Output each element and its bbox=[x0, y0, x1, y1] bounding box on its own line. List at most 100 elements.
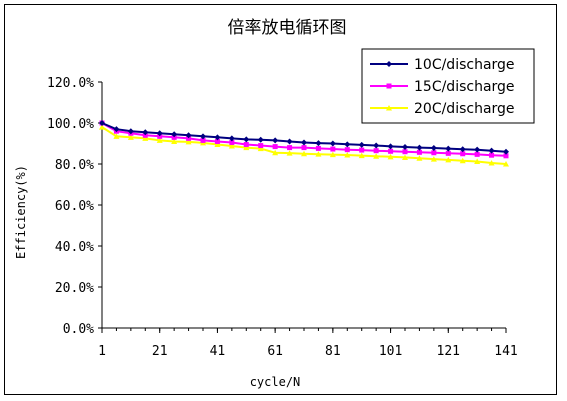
data-point-15c bbox=[373, 148, 379, 154]
x-tick-label: 61 bbox=[267, 344, 283, 359]
data-point-20c bbox=[243, 144, 250, 151]
data-point-20c bbox=[373, 153, 380, 159]
x-tick-label: 1 bbox=[98, 344, 106, 359]
data-point-15c bbox=[460, 151, 466, 157]
data-point-15c bbox=[416, 149, 422, 155]
data-point-10c bbox=[445, 145, 452, 152]
y-tick-label: 60.0% bbox=[55, 199, 94, 214]
data-point-15c bbox=[142, 132, 148, 138]
y-axis-title: Efficiency(%) bbox=[14, 165, 28, 259]
data-point-20c bbox=[387, 153, 394, 160]
x-tick-label: 101 bbox=[379, 344, 402, 359]
data-point-15c bbox=[272, 144, 278, 150]
data-point-15c bbox=[431, 150, 437, 156]
data-point-20c bbox=[228, 142, 235, 149]
x-tick-label: 121 bbox=[437, 344, 460, 359]
data-point-10c bbox=[503, 148, 509, 155]
data-point-10c bbox=[459, 146, 466, 153]
data-point-20c bbox=[344, 151, 351, 158]
x-tick-label: 21 bbox=[152, 344, 168, 359]
legend-marker-20c bbox=[386, 105, 392, 111]
data-point-10c bbox=[272, 137, 279, 144]
data-point-15c bbox=[200, 137, 206, 143]
y-tick-label: 40.0% bbox=[55, 240, 94, 255]
data-point-15c bbox=[214, 138, 220, 144]
data-point-15c bbox=[243, 142, 249, 148]
data-point-10c bbox=[113, 126, 120, 133]
y-tick-label: 0.0% bbox=[63, 322, 94, 337]
data-point-10c bbox=[315, 140, 322, 147]
data-point-20c bbox=[156, 137, 163, 143]
data-point-20c bbox=[185, 138, 192, 145]
chart-frame: 倍率放电循环图 0.0% 20.0% 40.0% 60.0% 80.0% 100.0% 12… bbox=[4, 4, 557, 395]
data-point-10c bbox=[329, 140, 336, 147]
data-point-15c bbox=[359, 147, 365, 153]
data-point-10c bbox=[243, 136, 250, 143]
data-point-10c bbox=[185, 132, 192, 139]
data-point-20c bbox=[459, 157, 466, 164]
data-point-20c bbox=[99, 124, 105, 130]
y-tick-label: 120.0% bbox=[47, 76, 94, 91]
legend-label-15c: 15C/discharge bbox=[414, 79, 515, 95]
data-point-10c bbox=[200, 133, 206, 140]
x-tick-label: 81 bbox=[325, 344, 341, 359]
data-point-15c bbox=[186, 135, 192, 141]
data-point-20c bbox=[142, 135, 149, 141]
data-point-10c bbox=[228, 135, 235, 142]
data-point-10c bbox=[214, 134, 221, 141]
data-point-15c bbox=[315, 145, 321, 151]
data-point-20c bbox=[113, 133, 120, 139]
data-point-10c bbox=[301, 139, 307, 146]
data-point-10c bbox=[127, 128, 134, 135]
data-point-20c bbox=[416, 155, 423, 161]
chart-title: 倍率放电循环图 bbox=[228, 18, 347, 38]
x-tick-label: 141 bbox=[494, 344, 517, 359]
data-point-15c bbox=[402, 149, 408, 155]
data-point-15c bbox=[229, 139, 235, 145]
data-point-20c bbox=[488, 159, 495, 166]
data-point-10c bbox=[142, 129, 149, 136]
data-point-15c bbox=[287, 145, 293, 151]
data-point-15c bbox=[344, 147, 350, 153]
data-point-20c bbox=[127, 134, 134, 140]
data-point-15c bbox=[171, 134, 177, 140]
data-point-10c bbox=[99, 120, 105, 126]
plot-area: 0.0%20.0%40.0%60.0%80.0%100.0%120.0%1 21 4… bbox=[47, 76, 518, 359]
data-point-10c bbox=[474, 146, 481, 153]
data-point-10c bbox=[373, 142, 380, 149]
legend-marker-10c bbox=[386, 61, 392, 67]
data-point-10c bbox=[344, 141, 351, 148]
data-point-20c bbox=[286, 150, 293, 156]
data-point-10c bbox=[430, 145, 437, 152]
data-point-20c bbox=[272, 149, 279, 156]
data-point-15c bbox=[157, 133, 163, 139]
data-point-20c bbox=[301, 150, 307, 157]
y-tick-label: 100.0% bbox=[47, 117, 94, 132]
legend-label-10c: 10C/discharge bbox=[414, 57, 515, 73]
data-point-10c bbox=[257, 136, 264, 143]
data-point-15c bbox=[445, 150, 451, 156]
y-tick-label: 80.0% bbox=[55, 158, 94, 173]
data-point-20c bbox=[430, 156, 437, 162]
data-point-20c bbox=[358, 152, 365, 159]
legend: 10C/discharge 15C/discharge 20C/discharge bbox=[361, 48, 535, 124]
data-point-15c bbox=[474, 151, 480, 157]
data-point-15c bbox=[330, 146, 336, 152]
data-point-20c bbox=[445, 156, 452, 163]
data-point-15c bbox=[503, 153, 509, 159]
data-point-20c bbox=[474, 158, 481, 165]
data-point-20c bbox=[402, 154, 408, 160]
data-point-15c bbox=[388, 148, 394, 154]
chart-svg: 倍率放电循环图 0.0%20.0%40.0%60.0%80.0%100.0%12… bbox=[14, 18, 535, 389]
data-point-10c bbox=[171, 131, 178, 138]
data-point-10c bbox=[156, 130, 163, 137]
data-point-20c bbox=[503, 161, 509, 167]
data-point-20c bbox=[214, 141, 221, 148]
data-point-20c bbox=[257, 145, 264, 152]
legend-label-20c: 20C/discharge bbox=[414, 101, 515, 117]
data-point-10c bbox=[488, 147, 495, 154]
data-point-20c bbox=[315, 151, 322, 157]
data-point-15c bbox=[258, 143, 264, 149]
data-point-15c bbox=[301, 145, 307, 151]
data-point-20c bbox=[329, 151, 336, 158]
